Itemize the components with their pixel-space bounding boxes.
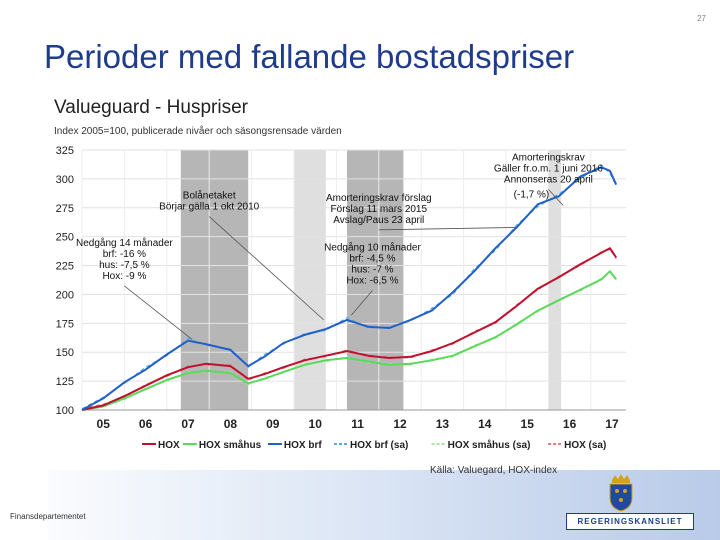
- annotation-text: brf: -16 %: [103, 249, 146, 260]
- annotation-text: Amorteringskrav: [512, 152, 585, 163]
- y-tick-label: 150: [56, 347, 74, 359]
- annotation-text: brf: -4,5 %: [349, 254, 395, 265]
- government-logo-text: REGERINGSKANSLIET: [566, 513, 694, 530]
- annotation-text: Nedgång 10 månader: [324, 242, 421, 254]
- x-tick-label: 11: [351, 417, 364, 431]
- ministry-name: Finansdepartementet: [10, 512, 86, 521]
- x-tick-label: 08: [224, 417, 238, 431]
- annotation-text: Annonseras 20 april: [504, 174, 593, 185]
- government-crest-icon: [609, 474, 633, 512]
- x-tick-label: 10: [309, 417, 323, 431]
- x-tick-label: 07: [181, 417, 195, 431]
- y-tick-label: 250: [56, 232, 74, 244]
- annotation-text: Börjar gälla 1 okt 2010: [159, 202, 260, 213]
- series-line: [81, 270, 617, 411]
- y-tick-label: 200: [56, 289, 74, 301]
- annotation-text: Nedgång 14 månader: [76, 237, 173, 249]
- legend-label: HOX: [158, 440, 180, 451]
- x-tick-label: 12: [393, 417, 407, 431]
- x-tick-label: 13: [436, 417, 450, 431]
- annotation-arrow: [350, 290, 373, 316]
- annotation-text: hus: -7,5 %: [99, 260, 150, 271]
- x-tick-label: 14: [478, 417, 492, 431]
- annotation-text: Bolånetaket: [183, 190, 236, 202]
- x-tick-label: 09: [266, 417, 280, 431]
- shaded-period: [294, 150, 326, 410]
- y-tick-label: 325: [56, 145, 74, 157]
- annotation-text: Amorteringskrav förslag: [326, 193, 432, 204]
- y-tick-label: 175: [56, 318, 74, 330]
- shaded-period: [347, 150, 404, 410]
- legend-label: HOX småhus (sa): [448, 439, 531, 451]
- x-tick-label: 05: [97, 417, 111, 431]
- slide-title: Perioder med fallande bostadspriser: [44, 38, 575, 75]
- y-tick-label: 275: [56, 203, 74, 215]
- annotation-arrow: [378, 227, 517, 231]
- footer-left-panel: [0, 470, 48, 540]
- chart-subtitle: Index 2005=100, publicerade nivåer och s…: [54, 126, 342, 137]
- annotation-text: Hox: -9 %: [102, 271, 146, 282]
- price-index-chart: 100 125 150 175 200 225 250 275 300 325 05 06 07 08 09…: [56, 145, 626, 451]
- annotation-arrow: [548, 189, 564, 206]
- chart-title: Valueguard - Huspriser: [54, 97, 248, 118]
- annotation-text: Avslag/Paus 23 april: [333, 215, 424, 226]
- y-tick-label: 100: [56, 405, 74, 417]
- annotation-text: hus: -7 %: [351, 265, 393, 276]
- annotation-text: Gäller fr.o.m. 1 juni 2016: [494, 163, 603, 174]
- y-tick-label: 300: [56, 174, 74, 186]
- annotation-text: Förslag 11 mars 2015: [331, 204, 428, 215]
- x-tick-label: 17: [605, 417, 619, 431]
- source-note: Källa: Valuegard, HOX-index: [430, 465, 558, 476]
- page-number: 27: [697, 14, 706, 23]
- annotation-text: (-1,7 %): [514, 189, 550, 200]
- series-line: [81, 166, 618, 411]
- legend-label: HOX småhus: [199, 439, 262, 451]
- x-tick-label: 06: [139, 417, 153, 431]
- y-tick-label: 225: [56, 261, 74, 273]
- annotation-text: Hox: -6,5 %: [346, 276, 398, 287]
- y-tick-label: 125: [56, 376, 74, 388]
- legend-label: HOX (sa): [564, 440, 606, 451]
- x-tick-label: 15: [521, 417, 535, 431]
- x-tick-label: 16: [563, 417, 577, 431]
- legend-label: HOX brf: [284, 440, 322, 451]
- annotation-arrow: [124, 285, 193, 340]
- legend-label: HOX brf (sa): [350, 440, 408, 451]
- annotation-arrow: [208, 216, 324, 321]
- series-line: [81, 247, 618, 411]
